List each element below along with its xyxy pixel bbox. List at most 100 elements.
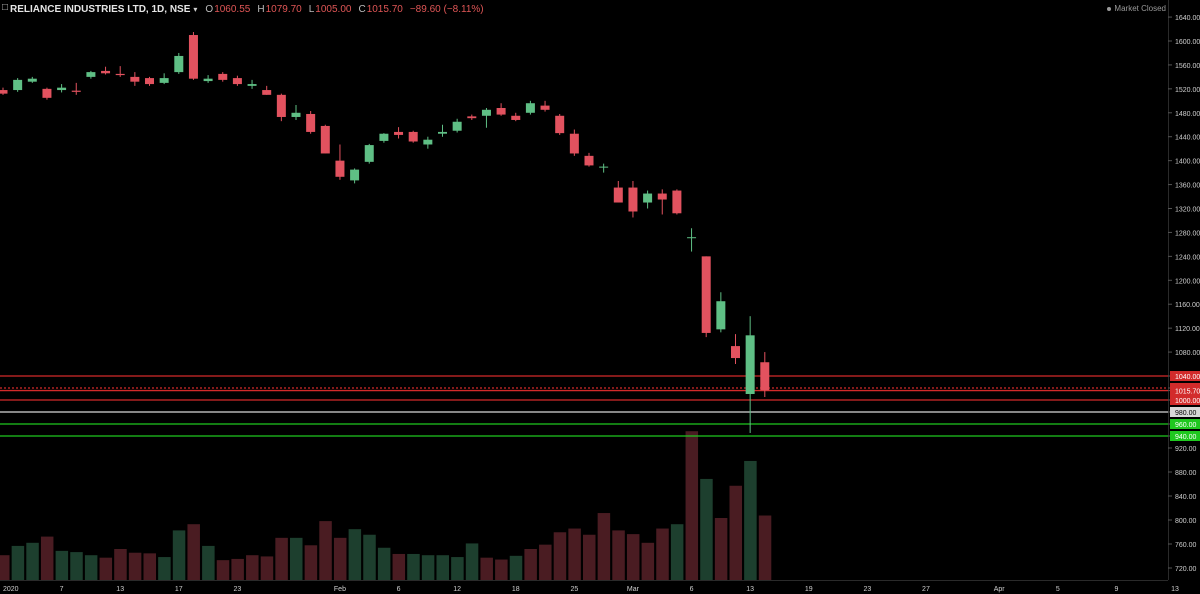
price-tick-label: 1440.00 — [1175, 135, 1200, 142]
volume-bar — [524, 549, 537, 580]
candle-body — [262, 90, 272, 95]
price-axis[interactable]: 1640.00 1600.00 1560.00 1520.00 1480.00 1440.… — [1168, 0, 1200, 580]
volume-bar — [216, 560, 230, 580]
price-tick-label: 1360.00 — [1175, 183, 1200, 190]
volume-bar — [465, 543, 479, 580]
volume-bar — [246, 555, 259, 580]
volume-bar — [656, 528, 669, 580]
volume-bar — [480, 557, 493, 580]
candle-body — [394, 131, 404, 135]
volume-bar — [26, 542, 39, 580]
volume-bar — [231, 558, 244, 580]
volume-bar — [758, 515, 772, 580]
time-tick-label: 7 — [60, 586, 64, 593]
price-tick-label: 1120.00 — [1175, 326, 1200, 333]
candle-body — [42, 88, 52, 98]
candle-body — [452, 121, 462, 131]
candle-body — [203, 78, 213, 82]
volume-bar — [99, 557, 113, 580]
volume-bar — [729, 485, 742, 580]
volume-bar — [597, 513, 611, 580]
menu-icon[interactable] — [2, 4, 8, 10]
time-tick-label: 6 — [690, 586, 694, 593]
symbol-header: RELIANCE INDUSTRIES LTD, 1D, NSE ▾ O 106… — [0, 0, 484, 18]
volume-bar — [202, 545, 215, 580]
volume-bar — [407, 553, 420, 580]
candle-body — [599, 166, 609, 168]
price-tick-label: 840.00 — [1175, 494, 1197, 501]
candle-body — [423, 139, 433, 145]
volume-bar — [568, 528, 581, 580]
time-tick-label: 23 — [863, 586, 871, 593]
candle-body — [291, 112, 301, 117]
candle-body — [760, 362, 770, 391]
volume-bar — [348, 529, 362, 580]
price-level-badge — [1170, 431, 1200, 441]
volume-bar — [553, 532, 567, 580]
time-tick-label: 18 — [512, 586, 520, 593]
price-tick-label: 1000.00 — [1175, 398, 1200, 405]
volume-bar — [363, 534, 376, 580]
price-tick-label: 1080.00 — [1175, 350, 1200, 357]
candle-body — [657, 193, 667, 200]
candle-body — [218, 73, 228, 80]
time-tick-label: 12 — [453, 586, 461, 593]
price-tick-label: 800.00 — [1175, 518, 1197, 525]
chevron-down-icon[interactable]: ▾ — [193, 4, 198, 14]
time-tick-label: 17 — [175, 586, 183, 593]
price-tick-label: 1480.00 — [1175, 111, 1200, 118]
price-tick-label: 940.00 — [1175, 434, 1197, 441]
time-tick-label: 5 — [1056, 586, 1060, 593]
time-axis[interactable]: 2020 7 13 17 23 Feb 6 12 18 25 Mar 6 13 19 23 27 Apr 5 9 13 — [0, 580, 1179, 594]
candle-body — [438, 131, 447, 134]
volume-bar — [0, 555, 10, 580]
volume-bar — [333, 537, 347, 580]
symbol-title[interactable]: RELIANCE INDUSTRIES LTD, 1D, NSE — [10, 3, 191, 15]
change-value: −89.60 (−8.11%) — [409, 3, 484, 15]
price-tick-label: 760.00 — [1175, 542, 1197, 549]
volume-bar — [436, 555, 449, 580]
volume-bar — [392, 553, 406, 580]
volume-bar — [612, 530, 625, 580]
price-tick-label: 720.00 — [1175, 566, 1197, 573]
price-tick-label: 880.00 — [1175, 470, 1197, 477]
volume-bar — [685, 431, 699, 580]
volume-bar — [114, 549, 127, 580]
candle-body — [481, 109, 491, 116]
price-level-badge — [1170, 419, 1200, 429]
candle-body — [584, 155, 594, 166]
price-level-badge — [1170, 385, 1200, 396]
time-tick-label: 25 — [570, 586, 578, 593]
volume-bar — [143, 553, 156, 580]
volume-bar — [304, 545, 318, 580]
candle-body — [188, 35, 198, 79]
high-label: H — [257, 3, 265, 15]
candle-body — [27, 78, 37, 82]
candle-body — [511, 115, 521, 120]
time-tick-label: 13 — [746, 586, 754, 593]
price-tick-label: 1320.00 — [1175, 207, 1200, 214]
volume-bar — [55, 550, 69, 580]
volume-bars — [0, 431, 772, 580]
close-label: C — [358, 3, 366, 15]
status-dot-icon — [1107, 6, 1112, 11]
volume-bar — [714, 518, 728, 580]
volume-bar — [744, 460, 757, 580]
volume-bar — [11, 545, 25, 580]
time-tick-label: 6 — [397, 586, 401, 593]
candle-body — [540, 105, 550, 110]
volume-bar — [377, 547, 391, 580]
price-tick-label: 920.00 — [1175, 446, 1197, 453]
candle-body — [86, 72, 96, 77]
volume-bar — [187, 524, 200, 580]
price-tick-label: 980.00 — [1175, 410, 1197, 417]
time-tick-label: 9 — [1114, 586, 1118, 593]
market-status: Market Closed — [1107, 4, 1166, 13]
candle-body — [115, 73, 125, 76]
level-lines — [0, 375, 1168, 437]
price-level-badge — [1170, 395, 1200, 405]
candle-body — [643, 193, 653, 203]
open-value: 1060.55 — [214, 3, 251, 15]
volume-bar — [70, 552, 83, 580]
